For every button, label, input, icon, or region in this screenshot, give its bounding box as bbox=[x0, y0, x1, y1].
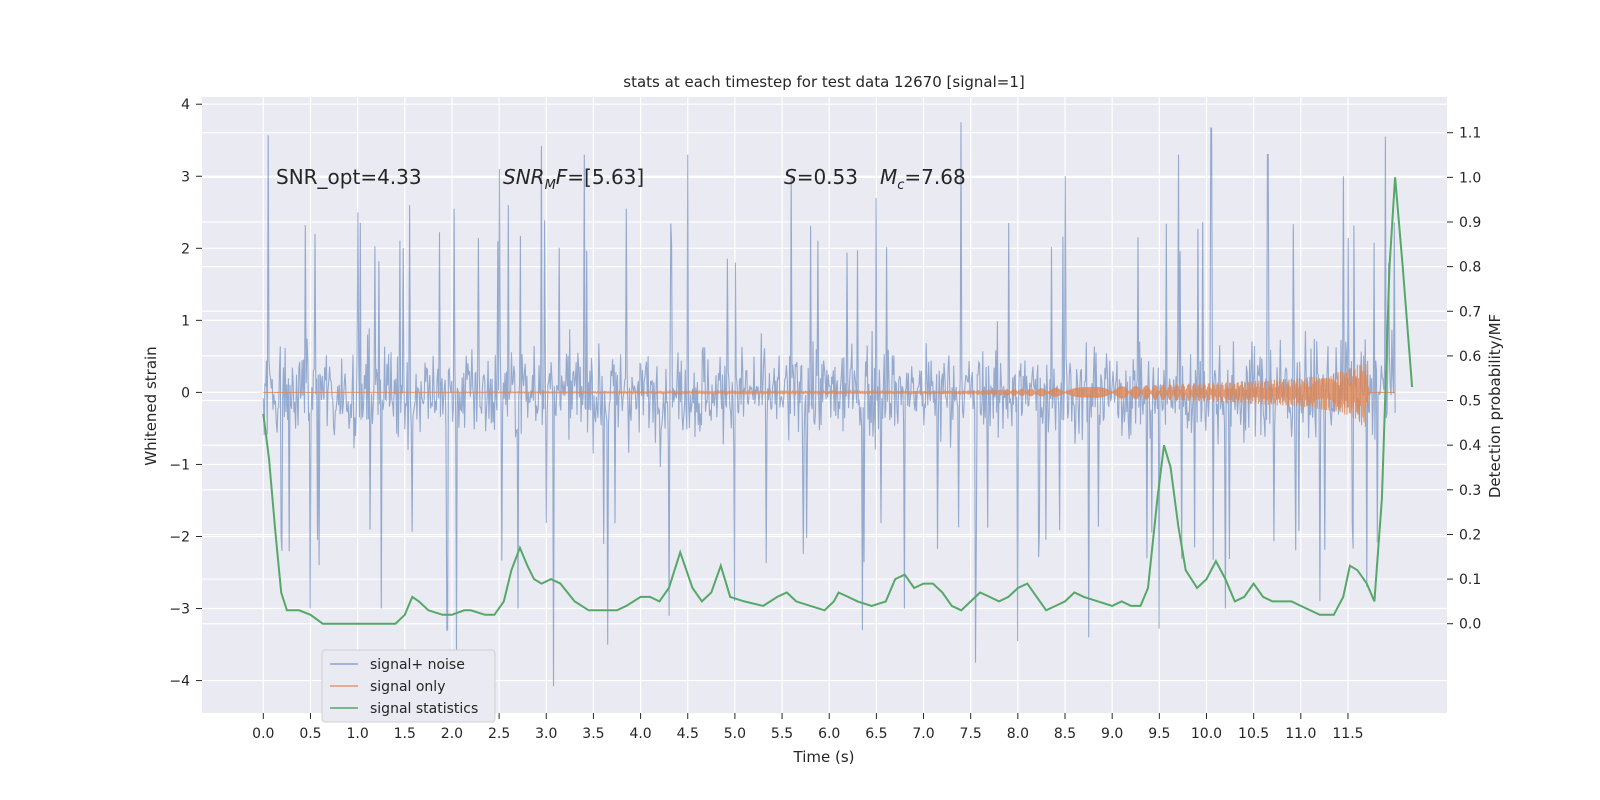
y-right-tick-label: 0.8 bbox=[1459, 260, 1481, 276]
x-tick-label: 10.0 bbox=[1191, 726, 1222, 742]
y-right-tick-label: 0.6 bbox=[1459, 349, 1481, 365]
y-right-tick-label: 0.2 bbox=[1459, 527, 1481, 543]
x-tick-label: 1.5 bbox=[394, 726, 416, 742]
x-axis-label: Time (s) bbox=[793, 748, 855, 766]
x-tick-label: 4.0 bbox=[629, 726, 651, 742]
y-axis-label-right: Detection probability/MF bbox=[1486, 314, 1504, 498]
y-left-tick-label: −3 bbox=[169, 602, 190, 618]
x-tick-label: 8.0 bbox=[1007, 726, 1029, 742]
x-tick-label: 4.5 bbox=[677, 726, 699, 742]
annotation-snr-opt: SNR_opt=4.33 bbox=[276, 165, 422, 189]
annotation-mc-value: =7.68 bbox=[904, 165, 965, 189]
tick-labels: 0.0 0.5 1.0 1.5 2.0 2.5 3.0 3.5 4.0 4.5 5.0 5.5 6.0 6… bbox=[169, 97, 1481, 742]
annotation-mc-sub: c bbox=[897, 178, 904, 193]
y-left-tick-label: −2 bbox=[169, 529, 190, 545]
y-right-tick-label: 0.3 bbox=[1459, 483, 1481, 499]
annotation-snr-mf-value: =[5.63] bbox=[567, 165, 644, 189]
legend-label-signal-noise: signal+ noise bbox=[370, 657, 465, 673]
y-left-tick-label: −4 bbox=[169, 674, 190, 690]
series-layer bbox=[262, 122, 1414, 687]
x-tick-label: 9.5 bbox=[1148, 726, 1170, 742]
x-tick-label: 5.0 bbox=[724, 726, 746, 742]
x-tick-label: 3.0 bbox=[535, 726, 557, 742]
x-tick-label: 6.0 bbox=[818, 726, 840, 742]
y-left-tick-label: 3 bbox=[181, 169, 190, 185]
y-right-tick-label: 1.0 bbox=[1459, 170, 1481, 186]
x-tick-label: 3.5 bbox=[582, 726, 604, 742]
y-axis-label-left: Whitened strain bbox=[142, 346, 160, 465]
x-tick-label: 11.0 bbox=[1285, 726, 1316, 742]
annotation-mc: Mc=7.68 bbox=[880, 165, 966, 193]
annotation-snr-mf: SNRMF=[5.63] bbox=[503, 165, 644, 193]
y-left-tick-label: 2 bbox=[181, 241, 190, 257]
x-tick-label: 8.5 bbox=[1054, 726, 1076, 742]
x-tick-label: 5.5 bbox=[771, 726, 793, 742]
legend-box bbox=[321, 649, 496, 723]
chart-title: stats at each timestep for test data 126… bbox=[623, 73, 1024, 91]
series-signal-noise bbox=[262, 122, 1396, 687]
annotations: SNR_opt=4.33 SNRMF=[5.63] S=0.53 Mc=7.68 bbox=[276, 165, 966, 193]
x-tick-label: 9.0 bbox=[1101, 726, 1123, 742]
y-right-tick-label: 0.7 bbox=[1459, 304, 1481, 320]
y-right-tick-label: 0.9 bbox=[1459, 215, 1481, 231]
annotation-snr-mf-main: SNR bbox=[503, 165, 545, 189]
annotation-s-value: =0.53 bbox=[797, 165, 858, 189]
y-left-tick-label: 4 bbox=[181, 97, 190, 113]
series-signal-statistics bbox=[262, 177, 1414, 625]
x-tick-label: 1.0 bbox=[346, 726, 368, 742]
y-right-tick-label: 1.1 bbox=[1459, 126, 1481, 142]
x-tick-label: 10.5 bbox=[1238, 726, 1269, 742]
annotation-mc-main: M bbox=[880, 165, 897, 189]
y-left-tick-label: −1 bbox=[169, 457, 190, 473]
legend-label-signal-statistics: signal statistics bbox=[370, 701, 478, 717]
x-tick-label: 7.5 bbox=[960, 726, 982, 742]
legend: signal+ noise signal only signal statist… bbox=[321, 649, 496, 723]
annotation-snr-mf-rest: F bbox=[556, 165, 568, 189]
y-left-tick-label: 1 bbox=[181, 313, 190, 329]
legend-label-signal-only: signal only bbox=[370, 679, 445, 695]
y-right-tick-label: 0.5 bbox=[1459, 394, 1481, 410]
x-tick-label: 11.5 bbox=[1332, 726, 1363, 742]
x-tick-label: 7.0 bbox=[912, 726, 934, 742]
y-left-tick-label: 0 bbox=[181, 385, 190, 401]
annotation-s-symbol: S bbox=[784, 165, 797, 189]
y-right-tick-label: 0.0 bbox=[1459, 617, 1481, 633]
annotation-snr-mf-sub: M bbox=[545, 178, 556, 193]
x-tick-label: 0.5 bbox=[299, 726, 321, 742]
series-signal-only bbox=[263, 355, 1396, 427]
x-tick-label: 2.0 bbox=[441, 726, 463, 742]
y-right-tick-label: 0.4 bbox=[1459, 438, 1481, 454]
x-tick-label: 2.5 bbox=[488, 726, 510, 742]
y-right-tick-label: 0.1 bbox=[1459, 572, 1481, 588]
annotation-s: S=0.53 bbox=[784, 165, 858, 189]
x-tick-label: 0.0 bbox=[252, 726, 274, 742]
x-tick-label: 6.5 bbox=[865, 726, 887, 742]
